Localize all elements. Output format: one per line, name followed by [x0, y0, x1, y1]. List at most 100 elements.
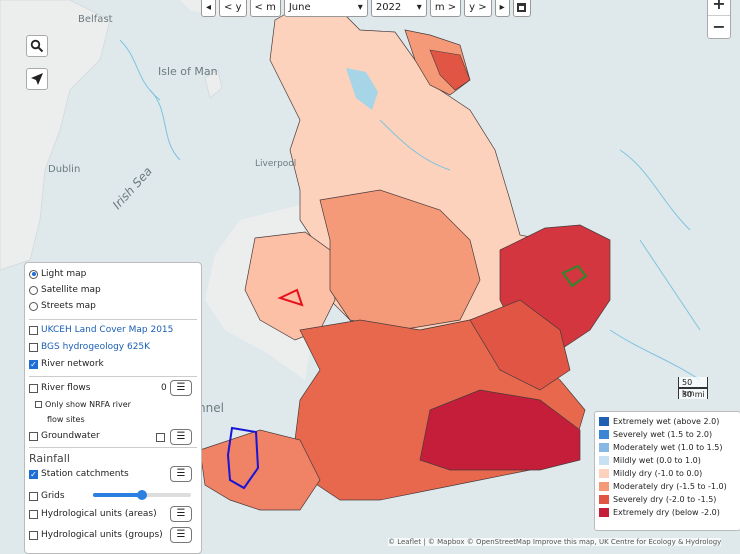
- checkbox-station-catchments[interactable]: ✓: [29, 469, 38, 479]
- grids-option[interactable]: Grids: [29, 491, 65, 501]
- checkbox-river-flows[interactable]: [29, 383, 38, 393]
- scale-bar: 50 km 30 mi: [678, 377, 708, 399]
- first-date-button[interactable]: ◂: [201, 0, 217, 17]
- legend-item-label: Moderately wet (1.0 to 1.5): [613, 443, 723, 452]
- dublin-label: Dublin: [48, 164, 80, 175]
- scale-mi-label: 30 mi: [678, 388, 708, 399]
- checkbox-hydro-units-groups[interactable]: [29, 530, 38, 540]
- basemap-streets-option[interactable]: Streets map: [29, 301, 96, 311]
- legend-item: Extremely wet (above 2.0): [599, 417, 719, 426]
- rainfall-heading: Rainfall: [29, 452, 70, 465]
- next-month-button[interactable]: m >: [429, 0, 462, 17]
- east-anglia-severely-dry-region: [469, 299, 571, 391]
- year-select-value: 2022: [375, 1, 402, 13]
- hydro-units-areas-option[interactable]: Hydrological units (areas): [29, 509, 157, 519]
- wales-highlight-outline: [277, 288, 304, 307]
- checkbox-grids[interactable]: [29, 491, 38, 501]
- checkbox-river-network[interactable]: ✓: [29, 359, 38, 369]
- legend-swatch: [599, 417, 609, 426]
- zoom-control: + −: [707, 0, 731, 39]
- river-network: [119, 39, 701, 381]
- legend-item-label: Extremely dry (below -2.0): [613, 508, 720, 517]
- layers-panel: Light map Satellite map Streets map UKCE…: [24, 262, 202, 554]
- legend-item: Mildly dry (-1.0 to 0.0): [599, 469, 702, 478]
- legend-item-label: Mildly dry (-1.0 to 0.0): [613, 469, 703, 478]
- station-catchments-label: Station catchments: [41, 469, 129, 479]
- groundwater-label: Groundwater: [41, 431, 100, 441]
- hydrogeology-link[interactable]: BGS hydrogeology 625K: [41, 342, 151, 352]
- map-attribution[interactable]: © Leaflet | © Mapbox © OpenStreetMap Imp…: [388, 538, 722, 546]
- northeast-severely-dry-region: [429, 49, 471, 91]
- landcover-link[interactable]: UKCEH Land Cover Map 2015: [41, 325, 174, 335]
- legend-swatch: [599, 469, 609, 478]
- isle-of-man-land: [204, 69, 223, 99]
- grid-opacity-slider-fill: [93, 493, 142, 497]
- hydro-units-areas-list-button[interactable]: ☰: [170, 506, 192, 522]
- legend-item: Extremely dry (below -2.0): [599, 508, 720, 517]
- checkbox-nrfa-only[interactable]: [35, 401, 42, 408]
- legend-item: Mildly wet (0.0 to 1.0): [599, 456, 701, 465]
- panel-divider: [29, 447, 197, 448]
- basemap-light-option[interactable]: Light map: [29, 269, 86, 279]
- river-flows-count: 0: [161, 383, 167, 393]
- zoom-in-button[interactable]: +: [712, 0, 726, 13]
- legend-item: Moderately dry (-1.5 to -1.0): [599, 482, 727, 491]
- checkbox-groundwater-sites[interactable]: [156, 433, 165, 442]
- hydro-units-groups-list-button[interactable]: ☰: [170, 527, 192, 543]
- legend-item: Severely dry (-2.0 to -1.5): [599, 495, 716, 504]
- river-flows-list-button[interactable]: ☰: [170, 380, 192, 396]
- radio-streets-map[interactable]: [29, 301, 38, 311]
- basemap-satellite-label: Satellite map: [41, 285, 101, 295]
- zoom-out-button[interactable]: −: [708, 15, 730, 38]
- nrfa-only-option[interactable]: Only show NRFA river: [35, 400, 131, 409]
- locate-button[interactable]: [26, 68, 48, 90]
- location-arrow-icon: [31, 73, 43, 85]
- liverpool-label: Liverpool: [255, 159, 296, 169]
- groundwater-option[interactable]: Groundwater: [29, 431, 100, 441]
- river-network-option[interactable]: ✓ River network: [29, 359, 104, 369]
- checkbox-hydro-units-areas[interactable]: [29, 509, 38, 519]
- date-navigation-bar: ◂ < y < m June ▾ 2022 ▾ m > y > ▸: [201, 0, 531, 20]
- previous-year-button[interactable]: < y: [219, 0, 247, 17]
- legend-swatch: [599, 482, 609, 491]
- east-anglia-highlight-outline: [561, 264, 588, 288]
- channel-label: nnel: [198, 401, 224, 415]
- cornwall-selected-outline: [226, 426, 260, 490]
- station-catchments-list-button[interactable]: ☰: [170, 466, 192, 482]
- search-button[interactable]: [26, 35, 48, 57]
- scale-km-label: 50 km: [678, 377, 708, 398]
- legend-swatch: [599, 495, 609, 504]
- midlands-moderately-dry-region: [319, 189, 481, 331]
- hydro-units-groups-option[interactable]: Hydrological units (groups): [29, 530, 163, 540]
- last-date-button[interactable]: ▸: [494, 0, 510, 17]
- year-select[interactable]: 2022 ▾: [370, 0, 427, 17]
- next-year-button[interactable]: y >: [464, 0, 492, 17]
- basemap-satellite-option[interactable]: Satellite map: [29, 285, 101, 295]
- legend-swatch: [599, 508, 609, 517]
- previous-month-button[interactable]: < m: [249, 0, 281, 17]
- legend-item: Severely wet (1.5 to 2.0): [599, 430, 712, 439]
- calendar-icon: [517, 2, 527, 12]
- checkbox-hydrogeology[interactable]: [29, 342, 38, 352]
- grid-opacity-slider[interactable]: [93, 490, 191, 500]
- month-select[interactable]: June ▾: [283, 0, 368, 17]
- spi-legend: Extremely wet (above 2.0) Severely wet (…: [594, 411, 740, 531]
- hydrogeology-option[interactable]: BGS hydrogeology 625K: [29, 342, 150, 352]
- radio-satellite-map[interactable]: [29, 285, 38, 295]
- station-catchments-option[interactable]: ✓ Station catchments: [29, 469, 129, 479]
- legend-swatch: [599, 430, 609, 439]
- groundwater-list-button[interactable]: ☰: [170, 429, 192, 445]
- checkbox-groundwater[interactable]: [29, 431, 38, 441]
- grid-opacity-slider-handle[interactable]: [137, 490, 147, 500]
- river-flows-option[interactable]: River flows: [29, 383, 90, 393]
- ireland-land: [0, 0, 111, 271]
- calendar-button[interactable]: [512, 0, 531, 17]
- landcover-option[interactable]: UKCEH Land Cover Map 2015: [29, 325, 173, 335]
- panel-divider: [29, 376, 197, 377]
- checkbox-landcover[interactable]: [29, 325, 38, 335]
- legend-item-label: Severely wet (1.5 to 2.0): [613, 430, 713, 439]
- chevron-down-icon: ▾: [357, 1, 363, 13]
- lake-district-water: [346, 68, 378, 110]
- legend-swatch: [599, 443, 609, 452]
- radio-light-map[interactable]: [29, 269, 38, 279]
